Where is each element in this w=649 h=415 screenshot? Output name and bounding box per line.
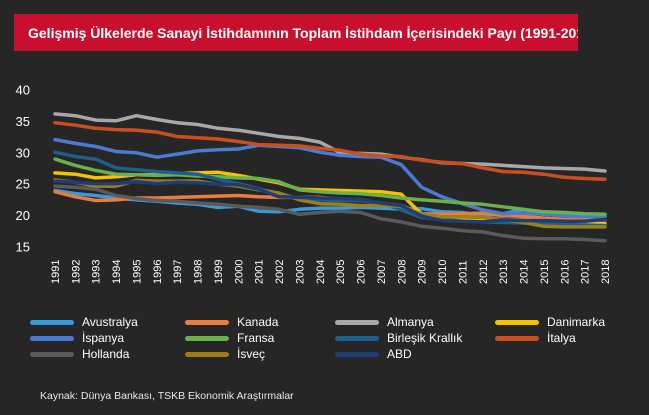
x-tick-label: 1991 bbox=[50, 260, 62, 284]
series-line-kanada bbox=[53, 189, 607, 222]
x-tick-label: 2011 bbox=[457, 260, 469, 284]
x-tick-label: 1992 bbox=[70, 260, 82, 284]
y-tick-label: 35 bbox=[16, 114, 30, 129]
series-line-fransa bbox=[53, 157, 607, 217]
x-axis: 1991 1992 1993 1994 1995 1996 1997 1998 1999 2000… bbox=[50, 260, 612, 284]
x-tick-label: 2002 bbox=[274, 260, 286, 284]
x-tick-label: 1997 bbox=[172, 260, 184, 284]
series-line-birle-ik-krall-k bbox=[53, 150, 607, 228]
series-line-hollanda bbox=[53, 184, 607, 243]
y-tick-label: 20 bbox=[16, 208, 30, 223]
series-line-abd bbox=[53, 179, 607, 224]
series-line-i-talya bbox=[53, 120, 607, 181]
x-tick-label: 2014 bbox=[519, 260, 531, 284]
y-tick-label: 25 bbox=[16, 177, 30, 192]
series-line-almanya bbox=[53, 112, 607, 173]
y-axis: 15 20 25 30 35 40 bbox=[16, 83, 30, 255]
x-tick-label: 2005 bbox=[335, 260, 347, 284]
x-tick-label: 2017 bbox=[580, 260, 592, 284]
y-tick-label: 30 bbox=[16, 145, 30, 160]
x-tick-label: 2003 bbox=[294, 260, 306, 284]
x-tick-label: 2001 bbox=[254, 260, 266, 284]
x-tick-label: 2015 bbox=[539, 260, 551, 284]
x-tick-label: 1999 bbox=[213, 260, 225, 284]
x-tick-label: 2004 bbox=[315, 260, 327, 284]
x-tick-label: 2012 bbox=[478, 260, 490, 284]
x-tick-label: 2018 bbox=[600, 260, 612, 284]
x-tick-label: 1993 bbox=[91, 260, 103, 284]
chart-title: Gelişmiş Ülkelerde Sanayi İstihdamının T… bbox=[14, 14, 578, 51]
source-note: Kaynak: Dünya Bankası, TSKB Ekonomik Ara… bbox=[40, 390, 294, 402]
x-tick-label: 2007 bbox=[376, 260, 388, 284]
x-tick-label: 2008 bbox=[396, 260, 408, 284]
x-tick-label: 2009 bbox=[417, 260, 429, 284]
x-tick-label: 1998 bbox=[193, 260, 205, 284]
y-tick-label: 40 bbox=[16, 83, 30, 98]
series-layer bbox=[53, 112, 607, 243]
x-tick-label: 2000 bbox=[233, 260, 245, 284]
series-line-i-spanya bbox=[53, 137, 607, 219]
x-tick-label: 1995 bbox=[131, 260, 143, 284]
x-tick-label: 1994 bbox=[111, 260, 123, 284]
x-tick-label: 2016 bbox=[559, 260, 571, 284]
x-tick-label: 1996 bbox=[152, 260, 164, 284]
y-tick-label: 15 bbox=[16, 240, 30, 255]
x-tick-label: 2010 bbox=[437, 260, 449, 284]
x-tick-label: 2006 bbox=[356, 260, 368, 284]
x-tick-label: 2013 bbox=[498, 260, 510, 284]
